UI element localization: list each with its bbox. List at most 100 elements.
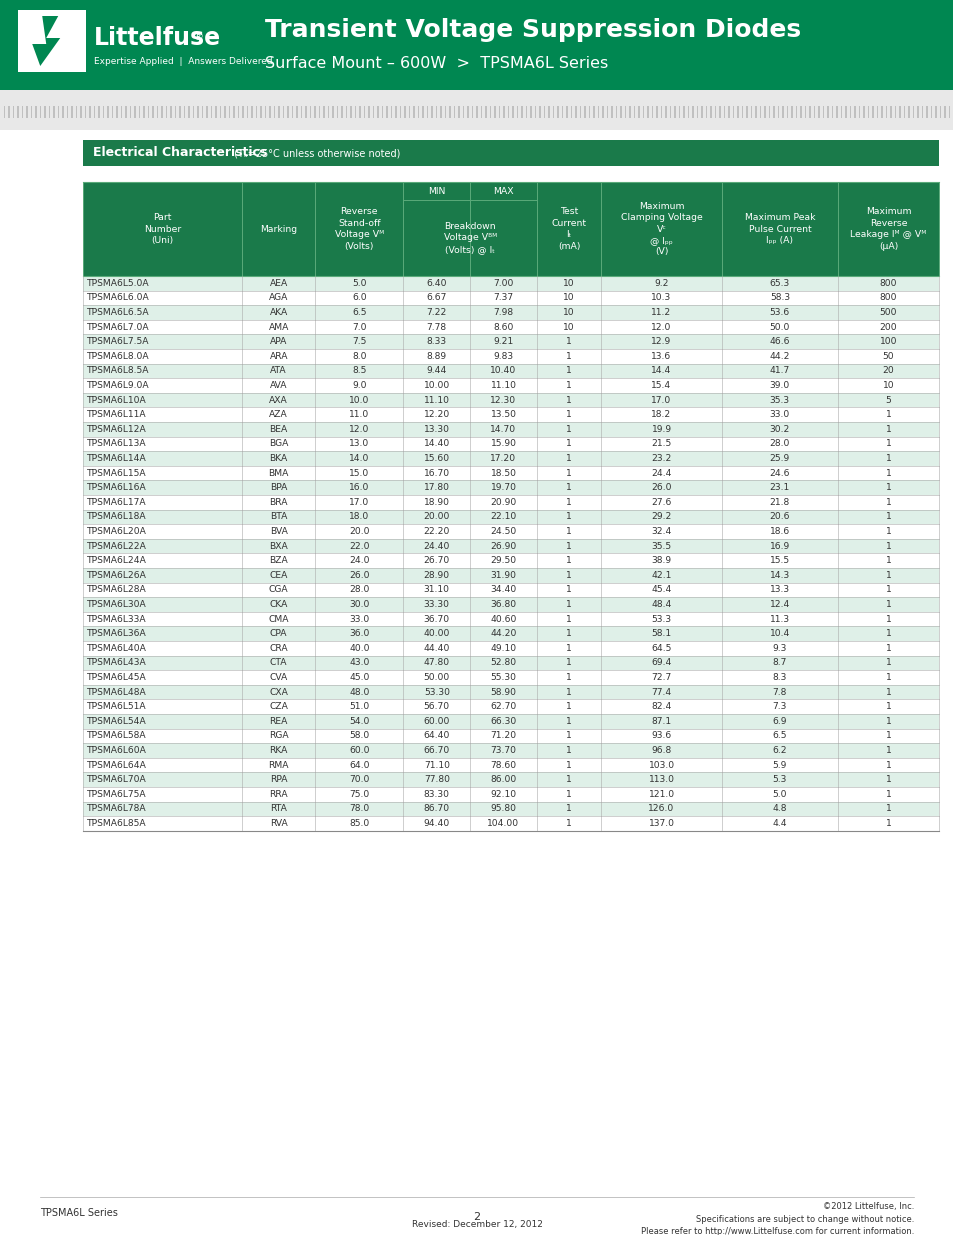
Bar bbox=[507, 111, 509, 117]
Bar bbox=[0, 0, 953, 90]
Text: TPSMA6L6.5A: TPSMA6L6.5A bbox=[87, 308, 150, 317]
Text: 11.2: 11.2 bbox=[651, 308, 671, 317]
Text: TPSMA6L78A: TPSMA6L78A bbox=[87, 804, 147, 814]
Bar bbox=[921, 111, 923, 117]
Text: REA: REA bbox=[270, 716, 288, 726]
Text: 66.70: 66.70 bbox=[423, 746, 450, 755]
Text: 126.0: 126.0 bbox=[648, 804, 674, 814]
Bar bbox=[359, 111, 360, 117]
Bar bbox=[83, 568, 938, 583]
Text: CZA: CZA bbox=[269, 703, 288, 711]
Text: 14.40: 14.40 bbox=[423, 440, 450, 448]
Bar bbox=[642, 111, 644, 117]
Bar bbox=[619, 105, 621, 111]
Bar bbox=[364, 105, 365, 111]
Bar bbox=[53, 105, 55, 111]
Text: TPSMA6L13A: TPSMA6L13A bbox=[87, 440, 147, 448]
Bar bbox=[193, 105, 194, 111]
Text: TPSMA6L24A: TPSMA6L24A bbox=[87, 556, 147, 566]
Bar bbox=[899, 105, 900, 111]
Text: 83.30: 83.30 bbox=[423, 790, 449, 799]
Text: 100: 100 bbox=[879, 337, 896, 346]
Bar bbox=[292, 111, 294, 117]
Bar bbox=[778, 111, 779, 117]
Bar bbox=[269, 111, 271, 117]
Bar bbox=[85, 105, 87, 111]
Bar bbox=[575, 105, 577, 111]
Bar bbox=[606, 105, 608, 111]
Text: ®: ® bbox=[193, 32, 204, 42]
Bar bbox=[525, 105, 527, 111]
Bar bbox=[876, 111, 878, 117]
Bar bbox=[184, 105, 185, 111]
Text: 1: 1 bbox=[565, 440, 572, 448]
Text: 36.0: 36.0 bbox=[349, 629, 369, 638]
Text: 9.21: 9.21 bbox=[493, 337, 513, 346]
Text: TPSMA6L16A: TPSMA6L16A bbox=[87, 483, 147, 493]
Bar bbox=[682, 105, 684, 111]
Bar bbox=[98, 111, 100, 117]
Bar bbox=[49, 105, 51, 111]
Text: 35.3: 35.3 bbox=[769, 395, 789, 405]
Bar bbox=[206, 105, 208, 111]
Text: 8.89: 8.89 bbox=[426, 352, 446, 361]
Text: TPSMA6L40A: TPSMA6L40A bbox=[87, 643, 147, 653]
Text: 14.4: 14.4 bbox=[651, 367, 671, 375]
Bar bbox=[83, 408, 938, 422]
Text: RMA: RMA bbox=[268, 761, 289, 769]
Bar bbox=[58, 111, 59, 117]
Text: 28.90: 28.90 bbox=[423, 571, 450, 579]
Bar bbox=[83, 140, 938, 165]
Bar bbox=[197, 105, 199, 111]
Text: 21.8: 21.8 bbox=[769, 498, 789, 506]
Bar bbox=[525, 111, 527, 117]
Bar bbox=[71, 105, 73, 111]
Text: 1: 1 bbox=[884, 731, 890, 741]
Bar bbox=[130, 105, 132, 111]
Bar bbox=[152, 111, 153, 117]
Bar bbox=[409, 111, 410, 117]
Bar bbox=[472, 105, 473, 111]
Bar bbox=[108, 111, 109, 117]
Text: 1: 1 bbox=[565, 790, 572, 799]
Bar bbox=[0, 90, 953, 130]
Bar bbox=[83, 378, 938, 393]
Text: 58.0: 58.0 bbox=[349, 731, 369, 741]
Bar bbox=[781, 111, 783, 117]
Bar bbox=[224, 111, 226, 117]
Text: 6.9: 6.9 bbox=[772, 716, 786, 726]
Text: 26.70: 26.70 bbox=[423, 556, 450, 566]
Text: 6.5: 6.5 bbox=[352, 308, 366, 317]
Bar bbox=[804, 105, 805, 111]
Text: 36.80: 36.80 bbox=[490, 600, 516, 609]
Bar bbox=[575, 111, 577, 117]
Bar bbox=[83, 524, 938, 538]
Bar bbox=[252, 105, 253, 111]
Bar bbox=[723, 105, 724, 111]
Text: 44.20: 44.20 bbox=[490, 629, 517, 638]
Bar bbox=[112, 111, 113, 117]
Text: 10: 10 bbox=[882, 382, 893, 390]
Text: 35.5: 35.5 bbox=[651, 542, 671, 551]
Text: BPA: BPA bbox=[270, 483, 287, 493]
Text: 10: 10 bbox=[562, 308, 575, 317]
Bar bbox=[323, 111, 325, 117]
Bar bbox=[166, 105, 168, 111]
Bar bbox=[755, 111, 757, 117]
Bar bbox=[174, 105, 176, 111]
Text: 113.0: 113.0 bbox=[648, 776, 674, 784]
Text: 1: 1 bbox=[884, 513, 890, 521]
Text: TPSMA6L58A: TPSMA6L58A bbox=[87, 731, 147, 741]
Bar bbox=[174, 111, 176, 117]
Text: 24.6: 24.6 bbox=[769, 468, 789, 478]
Text: Electrical Characteristics: Electrical Characteristics bbox=[92, 147, 267, 159]
Bar bbox=[83, 451, 938, 466]
Bar bbox=[669, 111, 671, 117]
Text: TPSMA6L17A: TPSMA6L17A bbox=[87, 498, 147, 506]
Text: 1: 1 bbox=[565, 746, 572, 755]
Text: 1: 1 bbox=[565, 483, 572, 493]
Text: 40.60: 40.60 bbox=[490, 615, 517, 624]
Text: 1: 1 bbox=[565, 468, 572, 478]
Bar bbox=[786, 105, 788, 111]
Bar bbox=[83, 729, 938, 743]
